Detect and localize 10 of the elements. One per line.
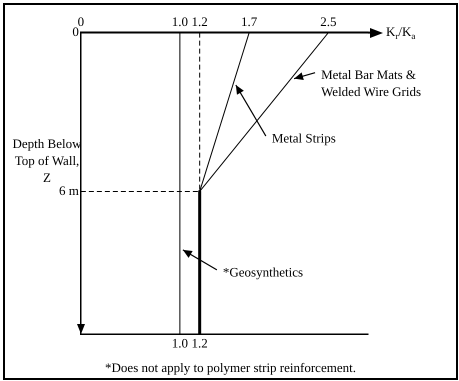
y-axis-title: Depth Below Top of Wall, Z bbox=[12, 136, 82, 186]
legend-label: Metal Bar Mats & Welded Wire Grids bbox=[321, 67, 422, 100]
y-tick-label: 6 m bbox=[58, 182, 79, 198]
text: *Does not apply to polymer strip reinforcement. bbox=[105, 360, 356, 375]
x2-tick-label: 1.0 bbox=[172, 14, 188, 30]
x2-tick-label: 1.7 bbox=[241, 14, 258, 30]
x2-tick-label: 2.5 bbox=[320, 14, 337, 30]
text: Metal Strips bbox=[272, 130, 336, 146]
x2-tick-label: 1.2 bbox=[192, 14, 208, 30]
text: *Geosynthetics bbox=[222, 264, 304, 280]
